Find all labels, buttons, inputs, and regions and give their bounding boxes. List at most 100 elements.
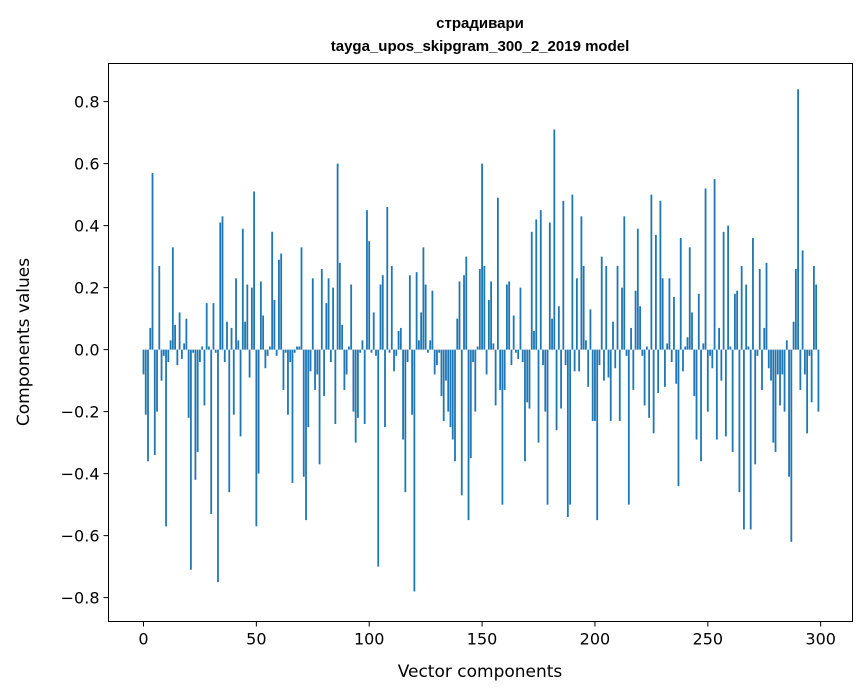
bar-224	[648, 349, 651, 418]
bar-199	[591, 349, 594, 421]
bar-150	[481, 163, 483, 350]
bar-203	[600, 256, 603, 350]
bar-222	[643, 349, 646, 406]
bar-171	[528, 349, 531, 409]
bar-55	[266, 349, 269, 356]
bar-281	[776, 349, 779, 375]
bar-294	[806, 349, 809, 434]
bar-277	[767, 349, 770, 369]
bar-63	[284, 349, 287, 353]
bar-166	[517, 349, 520, 359]
bar-29	[208, 346, 210, 350]
bar-1	[144, 349, 147, 415]
bar-241	[686, 337, 689, 350]
bar-86	[336, 163, 339, 350]
bar-256	[720, 349, 723, 381]
bar-53	[262, 315, 265, 350]
bar-119	[411, 349, 414, 415]
bar-92	[350, 284, 353, 350]
bar-88	[341, 324, 344, 350]
bar-5	[153, 349, 156, 456]
bar-159	[501, 349, 504, 505]
bar-201	[596, 349, 599, 521]
bar-81	[325, 303, 328, 350]
bar-90	[345, 349, 348, 375]
bar-205	[605, 265, 608, 350]
bar-67	[293, 349, 296, 353]
x-axis: 0 50 100 150 200 250 300	[138, 621, 836, 649]
bar-18	[183, 343, 186, 350]
bar-260	[729, 346, 732, 350]
bar-142	[463, 275, 465, 350]
bar-101	[370, 349, 373, 353]
bar-125	[424, 284, 427, 350]
bar-237	[677, 349, 680, 487]
bar-216	[630, 327, 632, 350]
bar-87	[338, 262, 341, 350]
bar-148	[476, 346, 479, 350]
bar-212	[621, 287, 623, 350]
plot-frame	[108, 63, 853, 622]
bar-169	[524, 349, 526, 462]
bar-273	[758, 269, 761, 350]
bar-174	[535, 219, 538, 350]
bar-72	[305, 349, 307, 521]
bar-131	[438, 349, 441, 353]
bar-66	[291, 349, 294, 483]
bar-106	[381, 275, 384, 350]
bar-191	[573, 349, 576, 372]
bar-36	[223, 349, 226, 363]
bar-61	[280, 253, 283, 350]
bar-238	[679, 238, 682, 350]
bar-163	[510, 349, 513, 366]
bar-82	[327, 278, 330, 350]
bar-288	[792, 321, 795, 350]
bar-247	[700, 349, 702, 462]
bar-270	[752, 238, 754, 350]
x-tick-label: 100	[354, 630, 385, 649]
bar-233	[668, 278, 671, 350]
bar-130	[436, 349, 438, 366]
bar-209	[614, 349, 617, 369]
bar-214	[625, 349, 628, 356]
bar-146	[472, 349, 474, 363]
y-tick-label: −0.6	[61, 527, 100, 546]
bar-231	[664, 349, 666, 387]
y-axis-label: Components values	[14, 258, 34, 426]
bar-124	[422, 247, 425, 350]
bar-285	[785, 340, 788, 350]
y-tick-label: 0.6	[74, 155, 99, 174]
x-tick-label: 250	[693, 630, 724, 649]
bar-77	[316, 349, 319, 375]
bar-266	[743, 349, 745, 530]
bar-180	[548, 222, 551, 350]
bar-162	[508, 281, 511, 350]
bar-156	[494, 349, 497, 406]
bar-235	[673, 296, 675, 350]
bar-250	[706, 349, 709, 412]
bar-95	[357, 349, 359, 418]
bar-219	[636, 228, 639, 350]
bar-54	[264, 349, 267, 369]
bar-114	[399, 327, 402, 350]
bar-40	[232, 349, 235, 415]
bar-286	[788, 349, 790, 477]
bar-33	[217, 349, 219, 583]
bar-232	[666, 343, 669, 350]
bar-249	[704, 188, 707, 350]
bar-210	[616, 265, 619, 350]
y-tick-label: 0.0	[74, 341, 99, 360]
bar-196	[585, 340, 587, 350]
bar-154	[490, 281, 493, 350]
bar-271	[754, 349, 757, 465]
bar-280	[774, 349, 777, 452]
bar-6	[156, 349, 158, 412]
bar-73	[307, 349, 310, 428]
bar-176	[539, 210, 542, 350]
bar-157	[496, 197, 499, 350]
bar-272	[756, 349, 759, 356]
bar-165	[515, 349, 517, 353]
bar-227	[654, 234, 657, 350]
bar-190	[571, 194, 574, 350]
bar-122	[417, 340, 420, 350]
